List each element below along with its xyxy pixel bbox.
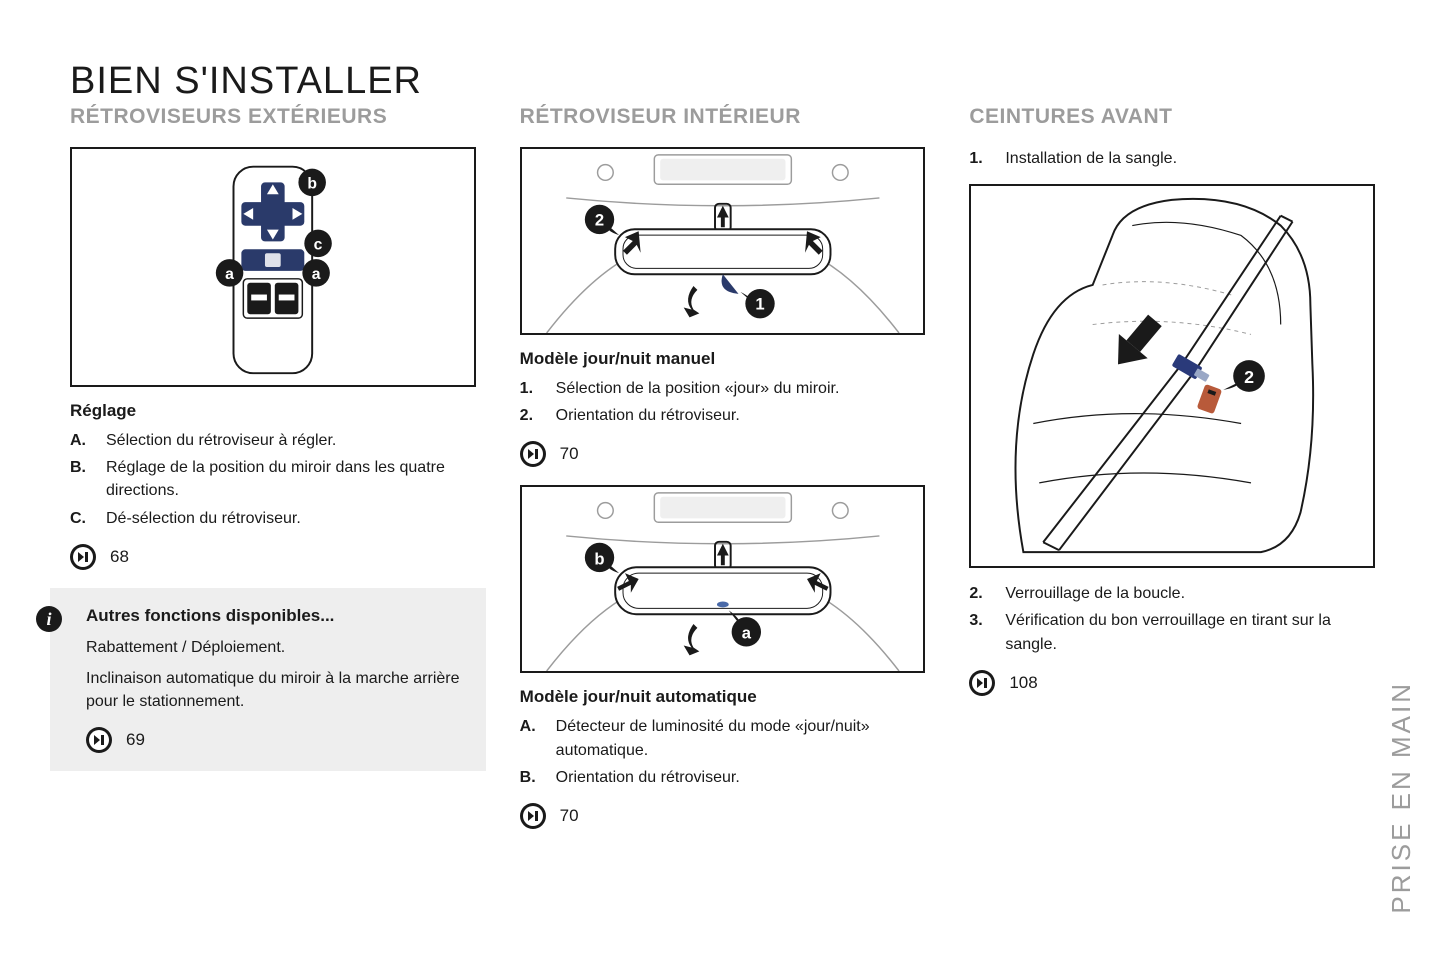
info-body-line: Inclinaison automatique du miroir à la m… <box>86 667 466 713</box>
svg-text:c: c <box>314 236 323 253</box>
section-title-interior: RÉTROVISEUR INTÉRIEUR <box>520 105 926 129</box>
list-marker: A. <box>70 429 106 452</box>
forward-arrow-icon <box>86 727 112 753</box>
illustration-mirror-manual: 2 1 <box>520 147 926 335</box>
list-marker: 1. <box>520 377 556 400</box>
list-marker: 1. <box>969 147 1005 170</box>
content-columns: RÉTROVISEURS EXTÉRIEURS <box>70 105 1375 847</box>
list-item: B.Réglage de la position du miroir dans … <box>70 456 476 502</box>
subheading-auto: Modèle jour/nuit automatique <box>520 687 926 707</box>
forward-arrow-icon <box>520 441 546 467</box>
column-seatbelts: CEINTURES AVANT 1.Installation de la san… <box>969 105 1375 847</box>
page-ref: 70 <box>520 803 926 829</box>
list-item: 3.Vérification du bon verrouillage en ti… <box>969 609 1375 655</box>
page-ref: 108 <box>969 670 1375 696</box>
list-text: Orientation du rétroviseur. <box>556 404 740 427</box>
list-text: Vérification du bon verrouillage en tira… <box>1005 609 1375 655</box>
page-title: BIEN S'INSTALLER <box>70 60 1375 103</box>
list-item: 2.Verrouillage de la boucle. <box>969 582 1375 605</box>
list-seatbelt-step1: 1.Installation de la sangle. <box>969 147 1375 170</box>
info-icon: i <box>36 606 62 632</box>
list-text: Orientation du rétroviseur. <box>556 766 740 789</box>
list-auto: A.Détecteur de luminosité du mode «jour/… <box>520 715 926 789</box>
list-text: Détecteur de luminosité du mode «jour/nu… <box>556 715 926 761</box>
info-title: Autres fonctions disponibles... <box>86 606 466 626</box>
page-ref-number: 68 <box>110 547 129 567</box>
list-marker: B. <box>70 456 106 502</box>
page-ref-number: 108 <box>1009 673 1037 693</box>
svg-text:a: a <box>741 624 751 643</box>
list-text: Verrouillage de la boucle. <box>1005 582 1185 605</box>
list-reglage: A.Sélection du rétroviseur à régler. B.R… <box>70 429 476 530</box>
illustration-mirror-auto: b a <box>520 485 926 673</box>
svg-text:b: b <box>594 550 604 569</box>
list-marker: C. <box>70 507 106 530</box>
list-item: B.Orientation du rétroviseur. <box>520 766 926 789</box>
svg-text:b: b <box>307 175 317 192</box>
forward-arrow-icon <box>70 544 96 570</box>
page-ref: 69 <box>86 727 466 753</box>
list-text: Dé-sélection du rétroviseur. <box>106 507 301 530</box>
column-exterior-mirrors: RÉTROVISEURS EXTÉRIEURS <box>70 105 476 847</box>
list-marker: 2. <box>969 582 1005 605</box>
svg-text:a: a <box>312 266 321 283</box>
svg-text:2: 2 <box>595 210 604 229</box>
list-marker: 3. <box>969 609 1005 655</box>
list-manual: 1.Sélection de la position «jour» du mir… <box>520 377 926 427</box>
section-title-seatbelts: CEINTURES AVANT <box>969 105 1375 129</box>
list-text: Réglage de la position du miroir dans le… <box>106 456 476 502</box>
info-body-line: Rabattement / Déploiement. <box>86 636 466 659</box>
list-item: A.Détecteur de luminosité du mode «jour/… <box>520 715 926 761</box>
page-ref: 70 <box>520 441 926 467</box>
list-marker: B. <box>520 766 556 789</box>
illustration-seatbelt: 2 <box>969 184 1375 568</box>
list-text: Installation de la sangle. <box>1005 147 1177 170</box>
list-marker: A. <box>520 715 556 761</box>
subheading-manual: Modèle jour/nuit manuel <box>520 349 926 369</box>
list-text: Sélection du rétroviseur à régler. <box>106 429 336 452</box>
list-item: 1.Installation de la sangle. <box>969 147 1375 170</box>
page-ref-number: 70 <box>560 444 579 464</box>
side-tab-label: PRISE EN MAIN <box>1386 681 1417 914</box>
svg-text:2: 2 <box>1244 367 1254 387</box>
column-interior-mirror: RÉTROVISEUR INTÉRIEUR <box>520 105 926 847</box>
page-ref-number: 69 <box>126 730 145 750</box>
svg-text:i: i <box>46 609 51 629</box>
page-ref: 68 <box>70 544 476 570</box>
list-item: 2.Orientation du rétroviseur. <box>520 404 926 427</box>
list-marker: 2. <box>520 404 556 427</box>
svg-text:a: a <box>225 266 234 283</box>
list-text: Sélection de la position «jour» du miroi… <box>556 377 840 400</box>
illustration-mirror-controls: b c a a <box>70 147 476 387</box>
page-ref-number: 70 <box>560 806 579 826</box>
list-seatbelt-after: 2.Verrouillage de la boucle. 3.Vérificat… <box>969 582 1375 656</box>
forward-arrow-icon <box>520 803 546 829</box>
forward-arrow-icon <box>969 670 995 696</box>
info-box-other-functions: i Autres fonctions disponibles... Rabatt… <box>50 588 486 772</box>
section-title-exterior: RÉTROVISEURS EXTÉRIEURS <box>70 105 476 129</box>
svg-text:1: 1 <box>755 295 764 314</box>
list-item: A.Sélection du rétroviseur à régler. <box>70 429 476 452</box>
list-item: C.Dé-sélection du rétroviseur. <box>70 507 476 530</box>
list-item: 1.Sélection de la position «jour» du mir… <box>520 377 926 400</box>
subheading-reglage: Réglage <box>70 401 476 421</box>
